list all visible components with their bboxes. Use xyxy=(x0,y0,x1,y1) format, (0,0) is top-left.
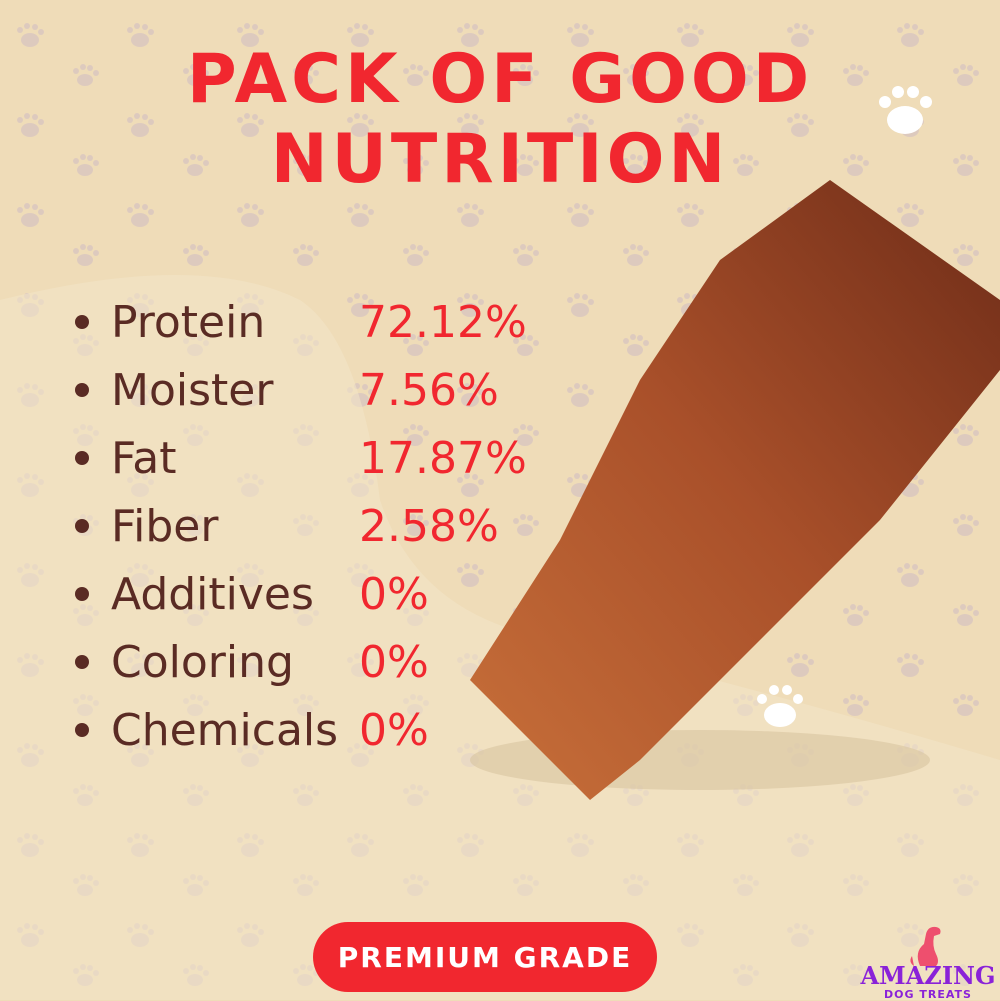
title-line-2: NUTRITION xyxy=(270,120,730,199)
bullet xyxy=(75,315,89,329)
nutrition-item-chemicals: Chemicals 0% xyxy=(75,696,527,764)
bullet xyxy=(75,519,89,533)
nutrition-label: Chemicals xyxy=(111,704,339,756)
premium-grade-badge: PREMIUM GRADE xyxy=(313,922,657,992)
nutrition-value: 2.58% xyxy=(359,500,499,552)
brand-logo: AMAZING DOG TREATS xyxy=(858,922,998,1001)
nutrition-value: 7.56% xyxy=(359,364,499,416)
logo-line-2: DOG TREATS xyxy=(884,988,972,1001)
nutrition-list: Protein 72.12% Moister 7.56% Fat 17.87% Fib… xyxy=(75,288,527,764)
nutrition-item-additives: Additives 0% xyxy=(75,560,527,628)
bullet xyxy=(75,723,89,737)
nutrition-item-moister: Moister 7.56% xyxy=(75,356,527,424)
nutrition-label: Moister xyxy=(111,364,274,416)
nutrition-value: 72.12% xyxy=(359,296,527,348)
nutrition-item-coloring: Coloring 0% xyxy=(75,628,527,696)
title-line-1: PACK OF GOOD xyxy=(186,40,814,119)
nutrition-label: Protein xyxy=(111,296,266,348)
nutrition-label: Additives xyxy=(111,568,314,620)
logo-line-1: AMAZING xyxy=(860,961,996,990)
page-title: PACK OF GOOD NUTRITION xyxy=(0,40,1000,200)
nutrition-item-fiber: Fiber 2.58% xyxy=(75,492,527,560)
bullet xyxy=(75,655,89,669)
nutrition-value: 0% xyxy=(359,704,429,756)
nutrition-label: Fiber xyxy=(111,500,219,552)
nutrition-label: Fat xyxy=(111,432,177,484)
bullet xyxy=(75,451,89,465)
bullet xyxy=(75,383,89,397)
nutrition-item-protein: Protein 72.12% xyxy=(75,288,527,356)
nutrition-value: 0% xyxy=(359,568,429,620)
nutrition-item-fat: Fat 17.87% xyxy=(75,424,527,492)
nutrition-value: 17.87% xyxy=(359,432,527,484)
nutrition-label: Coloring xyxy=(111,636,294,688)
nutrition-value: 0% xyxy=(359,636,429,688)
bullet xyxy=(75,587,89,601)
dog-icon xyxy=(910,926,941,966)
